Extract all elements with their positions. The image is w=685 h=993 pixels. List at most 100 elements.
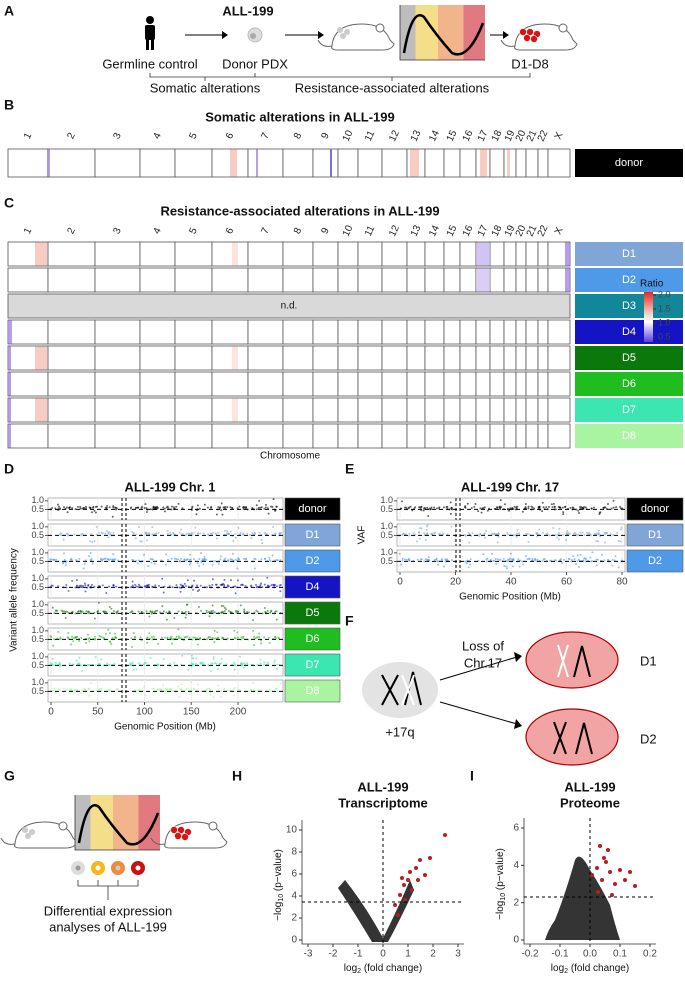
- panel-title: ALL-199 Chr. 1: [124, 479, 215, 494]
- point: [177, 610, 180, 613]
- y-tick-label: 10: [286, 825, 298, 836]
- point: [169, 662, 172, 665]
- chromosome-box: [424, 345, 445, 371]
- point: [548, 534, 551, 537]
- point: [575, 563, 578, 566]
- point: [104, 532, 107, 535]
- sample-box: [575, 294, 683, 318]
- point: [192, 687, 195, 690]
- point: [91, 540, 94, 543]
- point: [177, 628, 180, 631]
- chromosome-box: [357, 241, 383, 267]
- chromosome-box: [537, 148, 549, 178]
- sample-circles: [71, 861, 145, 875]
- point: [84, 559, 87, 562]
- point: [181, 507, 184, 510]
- chromosome-box: [406, 397, 426, 423]
- point: [428, 856, 432, 860]
- point: [195, 689, 198, 692]
- point: [158, 584, 161, 587]
- chromosome-box: [459, 148, 477, 178]
- point: [469, 563, 472, 566]
- point: [200, 552, 203, 555]
- sample-label: D6: [305, 633, 319, 645]
- point: [610, 893, 614, 897]
- point: [130, 637, 133, 640]
- chromosome-box: [443, 423, 461, 449]
- point: [240, 636, 243, 639]
- point: [116, 610, 119, 613]
- vaf-plot: 0.51.0donor0.51.0D10.51.0D20.51.0D40.51.…: [31, 495, 341, 718]
- point: [152, 635, 155, 638]
- point: [216, 637, 219, 640]
- point: [596, 890, 600, 894]
- cnv-segment: [565, 268, 570, 292]
- cell: [525, 708, 619, 766]
- chromosome-box: [489, 241, 505, 267]
- point: [62, 687, 65, 690]
- chromosome-label: 10: [341, 128, 356, 143]
- point: [443, 833, 447, 837]
- point: [613, 882, 617, 886]
- point: [591, 560, 594, 563]
- y-tick-label: 1.0: [31, 547, 44, 557]
- chromosome-box: [7, 267, 49, 293]
- chromosomes: [573, 645, 591, 678]
- x-tick-label: 0.2: [643, 949, 657, 960]
- y-tick-label: 1.0: [380, 547, 393, 557]
- chromosome-box: [443, 371, 461, 397]
- point: [403, 558, 406, 561]
- point: [145, 610, 148, 613]
- point: [400, 876, 404, 880]
- point: [59, 637, 62, 640]
- point: [485, 558, 488, 561]
- point: [200, 690, 203, 693]
- point: [89, 506, 92, 509]
- point: [131, 610, 134, 613]
- chromosome-box: [139, 267, 176, 293]
- axis-label-part: 2: [564, 968, 568, 975]
- point: [233, 629, 236, 632]
- point: [464, 560, 467, 563]
- point: [151, 585, 154, 588]
- point: [480, 511, 483, 514]
- chromosome-box: [337, 241, 359, 267]
- point: [54, 692, 57, 695]
- chromosome-box: [489, 319, 505, 345]
- chromosome-box: [247, 267, 284, 293]
- point: [615, 506, 618, 509]
- panel-title: Proteome: [560, 795, 620, 810]
- point: [195, 513, 198, 516]
- point: [168, 585, 171, 588]
- point: [188, 532, 191, 535]
- cnv-segment: [330, 149, 332, 177]
- point: [86, 689, 89, 692]
- point: [574, 532, 577, 535]
- point: [633, 884, 637, 888]
- sample-box: [284, 523, 341, 547]
- point: [213, 641, 216, 644]
- point: [469, 558, 472, 561]
- point: [226, 532, 229, 535]
- point: [595, 564, 598, 567]
- chromosome-box: [503, 423, 517, 449]
- point: [220, 509, 223, 512]
- point: [561, 506, 564, 509]
- point: [198, 638, 201, 641]
- point: [203, 503, 206, 506]
- chromosome-box: [47, 371, 96, 397]
- point: [257, 506, 260, 509]
- chromosome-label: 19: [503, 128, 518, 143]
- point: [577, 565, 580, 568]
- point: [218, 662, 221, 665]
- cell: [525, 631, 619, 689]
- cells: [519, 28, 541, 43]
- point: [68, 662, 71, 665]
- point: [203, 557, 206, 560]
- point: [418, 858, 422, 862]
- point: [279, 682, 282, 685]
- chromosome-label: 21: [525, 223, 540, 238]
- point: [552, 527, 555, 530]
- sample-box: [626, 497, 684, 521]
- chromosome-label: 18: [490, 223, 505, 238]
